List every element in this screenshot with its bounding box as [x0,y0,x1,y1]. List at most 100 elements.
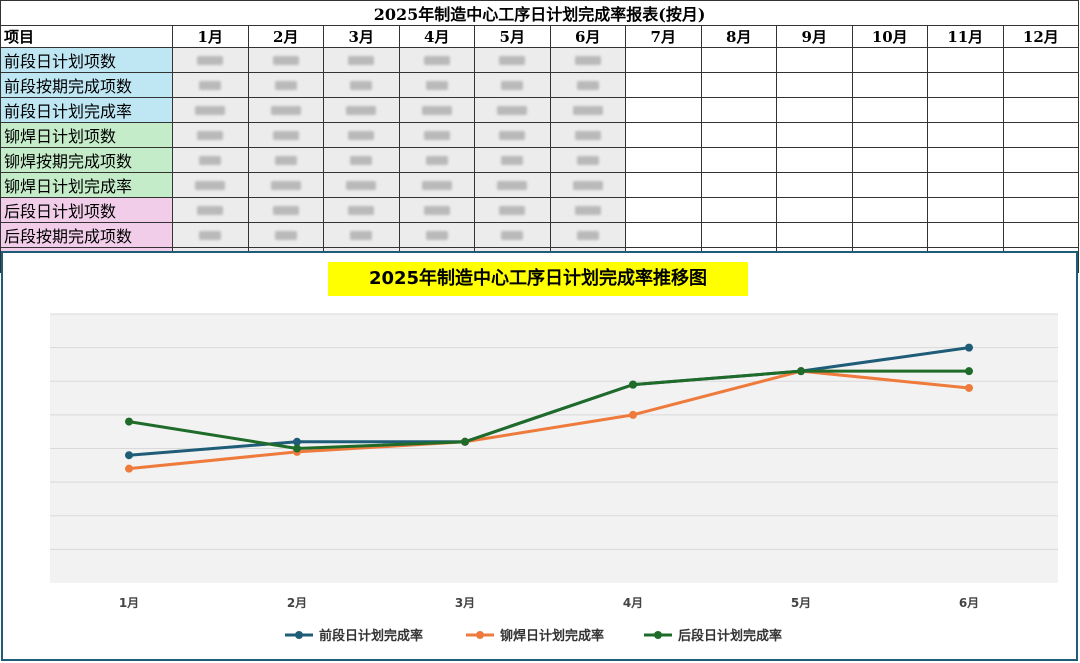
redaction-blur [350,81,373,90]
redaction-blur [348,131,375,140]
redaction-blur [346,181,377,190]
month-header-9: 9月 [776,25,853,48]
redaction-blur [499,206,526,215]
redacted-cell [247,97,324,123]
redaction-blur [199,231,222,240]
x-tick-label: 4月 [623,596,643,610]
redaction-blur [274,81,297,90]
empty-cell [700,197,777,223]
redacted-cell [172,72,249,98]
redacted-cell [474,197,551,223]
redacted-cell [398,122,475,148]
data-point [293,444,301,453]
redaction-blur [499,131,526,140]
redaction-blur [272,131,299,140]
empty-cell [776,122,853,148]
row-label: 后段按期完成项数 [0,222,173,248]
data-point [797,367,805,376]
redacted-cell [172,147,249,173]
redaction-blur [421,181,452,190]
empty-cell [851,72,928,98]
month-header-row: 项目 1月 2月 3月 4月 5月 6月 7月 8月 9月 10月 11月 12月 [0,25,1080,48]
redacted-cell [323,97,400,123]
redaction-blur [425,81,448,90]
redaction-blur [499,56,526,65]
empty-cell [776,172,853,198]
report-table: 2025年制造中心工序日计划完成率报表(按月) 项目 1月 2月 3月 4月 5月 6月 7… [0,0,1080,273]
redaction-blur [501,231,524,240]
redaction-blur [350,156,373,165]
redaction-blur [270,106,301,115]
redaction-blur [423,56,450,65]
redacted-cell [549,72,626,98]
empty-cell [927,122,1004,148]
empty-cell [927,222,1004,248]
data-point [461,437,469,446]
table-row: 铆焊按期完成项数 [0,147,1080,173]
redacted-cell [323,222,400,248]
redaction-blur [574,56,601,65]
redacted-cell [398,172,475,198]
redacted-cell [172,172,249,198]
redacted-cell [398,72,475,98]
redacted-cell [247,172,324,198]
table-row: 前段日计划项数 [0,47,1080,73]
x-tick-label: 2月 [287,596,307,610]
redaction-blur [501,156,524,165]
redaction-blur [197,206,224,215]
legend-swatch-marker [654,631,662,639]
empty-cell [700,72,777,98]
x-tick-label: 1月 [119,596,139,610]
empty-cell [1002,47,1080,73]
month-header-4: 4月 [398,25,475,48]
x-tick-label: 5月 [791,596,811,610]
table-row: 后段日计划项数 [0,197,1080,223]
month-header-8: 8月 [700,25,777,48]
row-label: 铆焊日计划项数 [0,122,173,148]
redaction-blur [576,231,599,240]
table-row: 前段按期完成项数 [0,72,1080,98]
empty-cell [851,47,928,73]
redaction-blur [348,56,375,65]
month-header-3: 3月 [323,25,400,48]
x-tick-label: 6月 [959,596,979,610]
empty-cell [1002,147,1080,173]
empty-cell [1002,222,1080,248]
redacted-cell [474,147,551,173]
redacted-cell [172,222,249,248]
data-point [965,343,973,352]
redacted-cell [549,197,626,223]
row-label: 前段按期完成项数 [0,72,173,98]
redaction-blur [350,231,373,240]
redaction-blur [197,131,224,140]
redacted-cell [474,172,551,198]
redaction-blur [497,106,528,115]
redaction-blur [421,106,452,115]
x-tick-label: 3月 [455,596,475,610]
redaction-blur [497,181,528,190]
legend-swatch-marker [295,631,303,639]
legend-label: 后段日计划完成率 [678,628,782,644]
redacted-cell [398,147,475,173]
redaction-blur [195,106,226,115]
redaction-blur [199,156,222,165]
empty-cell [625,72,702,98]
empty-cell [776,47,853,73]
redacted-cell [398,47,475,73]
series-line-2 [128,369,970,471]
data-point [293,437,301,446]
legend-label: 前段日计划完成率 [319,628,423,644]
redacted-cell [172,47,249,73]
redaction-blur [195,181,226,190]
redaction-blur [274,156,297,165]
chart-title: 2025年制造中心工序日计划完成率推移图 [328,262,748,296]
empty-cell [700,222,777,248]
redacted-cell [323,197,400,223]
empty-cell [851,147,928,173]
redacted-cell [323,147,400,173]
redacted-cell [398,97,475,123]
redacted-cell [247,47,324,73]
redacted-cell [247,147,324,173]
redaction-blur [274,231,297,240]
